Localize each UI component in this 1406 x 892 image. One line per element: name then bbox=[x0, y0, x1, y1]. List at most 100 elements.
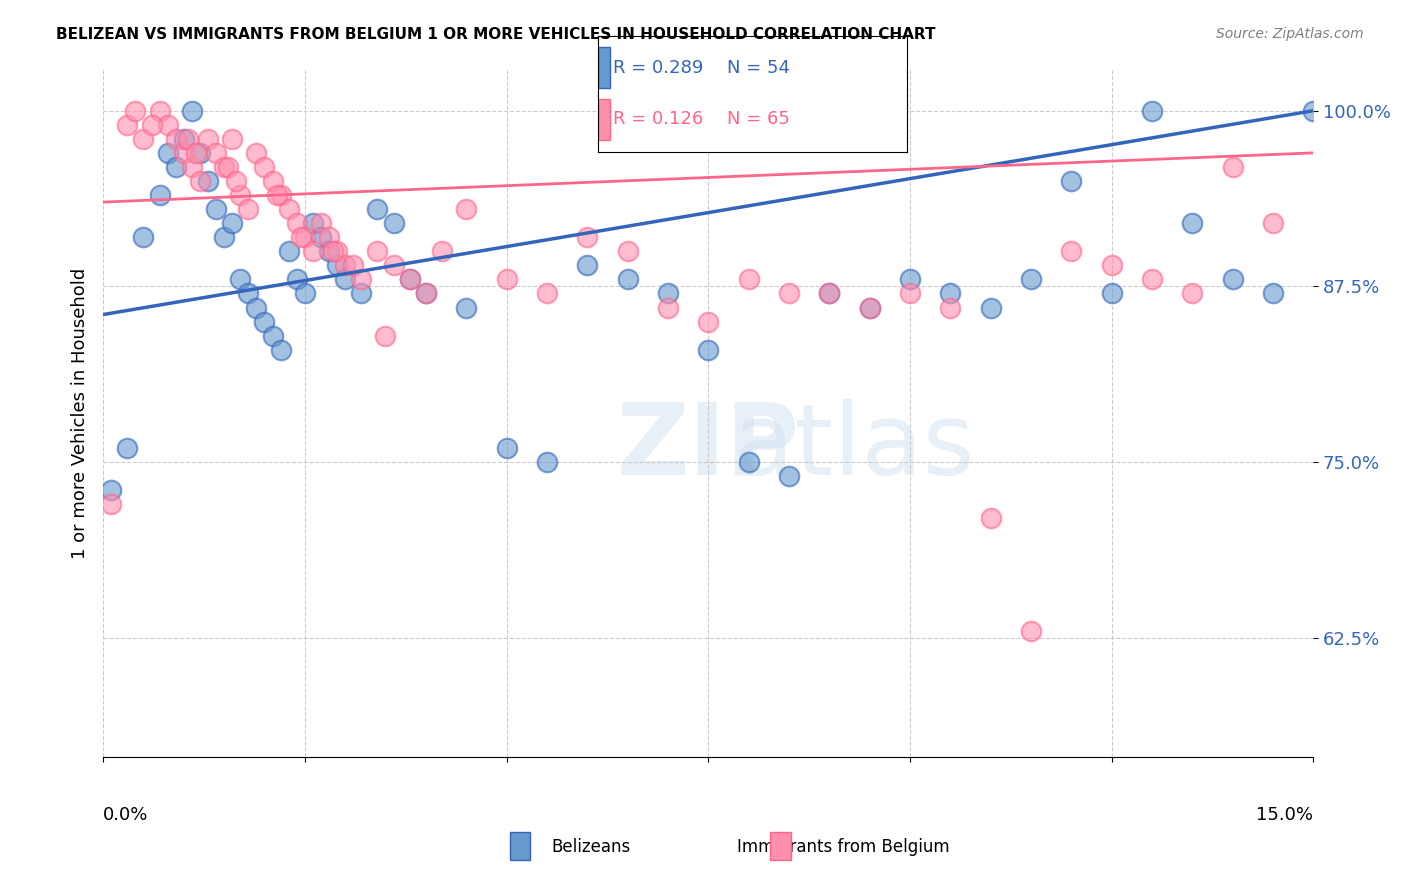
Point bbox=[1101, 286, 1123, 301]
Point bbox=[980, 511, 1002, 525]
Point bbox=[430, 244, 453, 259]
Point bbox=[333, 272, 356, 286]
Point bbox=[197, 174, 219, 188]
Point bbox=[205, 145, 228, 160]
Point bbox=[156, 118, 179, 132]
Text: R = 0.289: R = 0.289 bbox=[613, 59, 703, 77]
Point bbox=[1181, 216, 1204, 230]
Point bbox=[382, 258, 405, 272]
Point bbox=[318, 244, 340, 259]
Point bbox=[350, 286, 373, 301]
Point bbox=[1222, 160, 1244, 174]
Point bbox=[229, 272, 252, 286]
Point bbox=[576, 230, 599, 244]
Point bbox=[173, 132, 195, 146]
Point bbox=[939, 301, 962, 315]
Point bbox=[302, 216, 325, 230]
Point bbox=[294, 230, 316, 244]
Point bbox=[277, 244, 299, 259]
Point bbox=[1060, 244, 1083, 259]
Point bbox=[212, 230, 235, 244]
Point bbox=[778, 286, 800, 301]
Point bbox=[197, 132, 219, 146]
Text: N = 65: N = 65 bbox=[727, 111, 790, 128]
Point bbox=[1261, 216, 1284, 230]
Point bbox=[266, 188, 288, 202]
Point bbox=[576, 258, 599, 272]
Point bbox=[277, 202, 299, 216]
Point bbox=[326, 244, 349, 259]
Point bbox=[415, 286, 437, 301]
Point bbox=[697, 343, 720, 357]
Point bbox=[778, 469, 800, 483]
Point bbox=[366, 244, 388, 259]
Point bbox=[1222, 272, 1244, 286]
Point bbox=[188, 174, 211, 188]
Point bbox=[177, 132, 200, 146]
Point bbox=[737, 455, 759, 469]
Point bbox=[173, 145, 195, 160]
Point bbox=[818, 286, 841, 301]
Point bbox=[657, 286, 679, 301]
Point bbox=[294, 286, 316, 301]
Text: 0.0%: 0.0% bbox=[103, 805, 149, 823]
Point bbox=[205, 202, 228, 216]
Point bbox=[149, 103, 172, 118]
Point bbox=[253, 315, 276, 329]
Point bbox=[1261, 286, 1284, 301]
Point bbox=[270, 343, 292, 357]
Point bbox=[212, 160, 235, 174]
Point bbox=[818, 286, 841, 301]
Point bbox=[333, 258, 356, 272]
Point bbox=[253, 160, 276, 174]
Point bbox=[117, 441, 139, 455]
Point bbox=[221, 216, 243, 230]
Text: atlas: atlas bbox=[733, 399, 974, 496]
FancyBboxPatch shape bbox=[598, 100, 610, 140]
Point bbox=[188, 145, 211, 160]
Text: Belizeans: Belizeans bbox=[551, 838, 630, 856]
Point bbox=[1140, 103, 1163, 118]
Point bbox=[657, 301, 679, 315]
Point bbox=[132, 230, 155, 244]
Point bbox=[238, 286, 260, 301]
Point bbox=[1019, 272, 1042, 286]
Point bbox=[149, 188, 172, 202]
Point bbox=[217, 160, 239, 174]
Point bbox=[737, 272, 759, 286]
Point bbox=[342, 258, 364, 272]
Point bbox=[225, 174, 247, 188]
Point bbox=[290, 230, 312, 244]
Point bbox=[238, 202, 260, 216]
Point bbox=[616, 244, 638, 259]
Point bbox=[132, 132, 155, 146]
Point bbox=[980, 301, 1002, 315]
Point bbox=[536, 455, 558, 469]
Point bbox=[1140, 272, 1163, 286]
Text: Source: ZipAtlas.com: Source: ZipAtlas.com bbox=[1216, 27, 1364, 41]
Text: BELIZEAN VS IMMIGRANTS FROM BELGIUM 1 OR MORE VEHICLES IN HOUSEHOLD CORRELATION : BELIZEAN VS IMMIGRANTS FROM BELGIUM 1 OR… bbox=[56, 27, 936, 42]
Point bbox=[398, 272, 420, 286]
Point bbox=[285, 216, 308, 230]
Point bbox=[180, 160, 202, 174]
Point bbox=[415, 286, 437, 301]
Point bbox=[117, 118, 139, 132]
Text: 15.0%: 15.0% bbox=[1257, 805, 1313, 823]
Point bbox=[100, 497, 122, 511]
Point bbox=[184, 145, 207, 160]
Point bbox=[697, 315, 720, 329]
Point bbox=[100, 483, 122, 498]
Point bbox=[898, 286, 921, 301]
Point bbox=[229, 188, 252, 202]
Point bbox=[495, 441, 517, 455]
Point bbox=[536, 286, 558, 301]
Text: Immigrants from Belgium: Immigrants from Belgium bbox=[737, 838, 950, 856]
Point bbox=[495, 272, 517, 286]
Point bbox=[366, 202, 388, 216]
FancyBboxPatch shape bbox=[598, 47, 610, 88]
Point bbox=[124, 103, 146, 118]
Point bbox=[245, 145, 267, 160]
Point bbox=[309, 230, 332, 244]
Point bbox=[1060, 174, 1083, 188]
Point bbox=[322, 244, 344, 259]
